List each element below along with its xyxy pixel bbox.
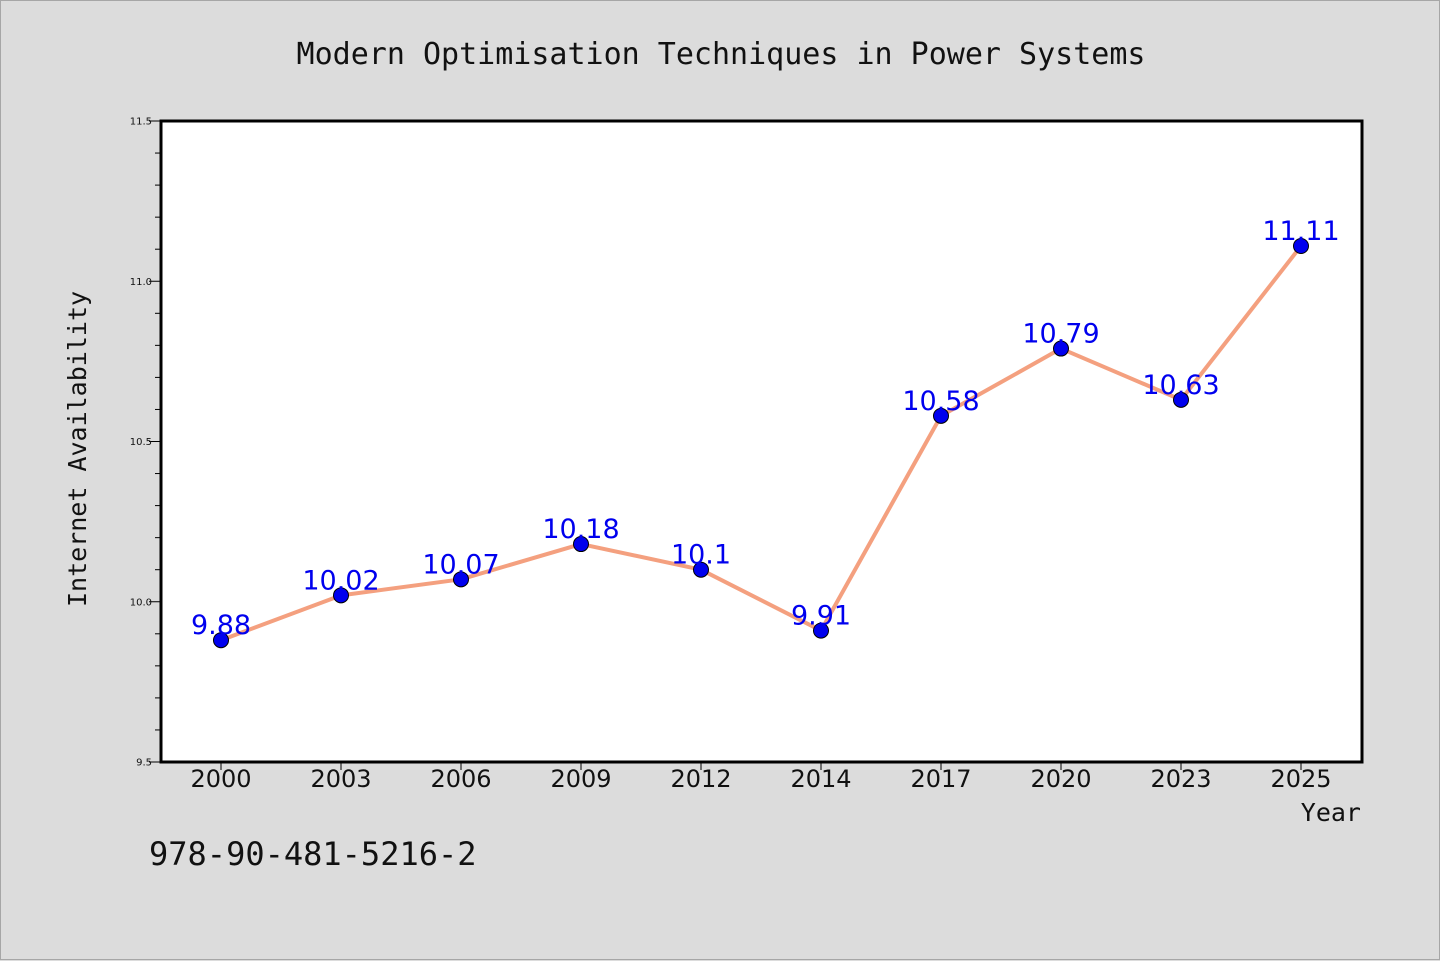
x-tick-label: 2020 [1030,765,1091,793]
data-label: 10.02 [302,565,379,596]
data-label: 10.1 [671,540,731,571]
data-point [813,622,829,639]
data-point [1293,237,1309,254]
data-label: 11.11 [1262,216,1339,247]
data-point [693,561,709,578]
data-label: 10.79 [1022,319,1099,350]
data-label: 9.91 [791,601,851,632]
series-line [220,244,1303,643]
y-tick-label: 10.0 [130,597,152,608]
data-label: 10.18 [542,514,619,545]
x-tick-label: 2006 [430,765,491,793]
data-label: 9.88 [191,610,251,641]
y-tick-label: 11.5 [130,117,152,128]
x-tick-label: 2014 [790,765,851,793]
x-tick-label: 2009 [550,765,611,793]
y-axis-label: Internet Availability [63,291,92,607]
data-point [1173,391,1189,408]
plot-area [159,119,1364,764]
x-tick-label: 2025 [1270,765,1331,793]
x-axis: 2000 2003 2006 2009 2012 2014 2017 2020 2023 2025 [190,762,1332,793]
data-point [1053,340,1069,357]
data-label: 10.63 [1142,370,1219,401]
data-point [573,536,589,553]
data-point [453,571,469,588]
data-label: 10.07 [422,549,499,580]
x-tick-label: 2017 [910,765,971,793]
data-label: 10.58 [902,386,979,417]
x-axis-label: Year [1301,798,1361,827]
x-tick-label: 2012 [670,765,731,793]
y-tick-label: 10.5 [130,437,152,448]
isbn-annotation: 978-90-481-5216-2 [149,835,477,873]
x-tick-label: 2023 [1150,765,1211,793]
data-point [213,632,229,649]
data-point [933,407,949,424]
x-tick-label: 2000 [190,765,251,793]
y-tick-label: 11.0 [130,277,152,288]
data-point [333,587,349,604]
series-layer: 9.88 10.02 10.07 10.18 10.1 9.91 10.58 10.79 10.… [191,216,1340,649]
chart-title: Modern Optimisation Techniques in Power … [297,37,1146,72]
x-tick-label: 2003 [310,765,371,793]
y-tick-label: 9.5 [136,758,152,769]
y-axis: 9.5 10.0 10.5 11.0 11.5 [130,117,161,769]
